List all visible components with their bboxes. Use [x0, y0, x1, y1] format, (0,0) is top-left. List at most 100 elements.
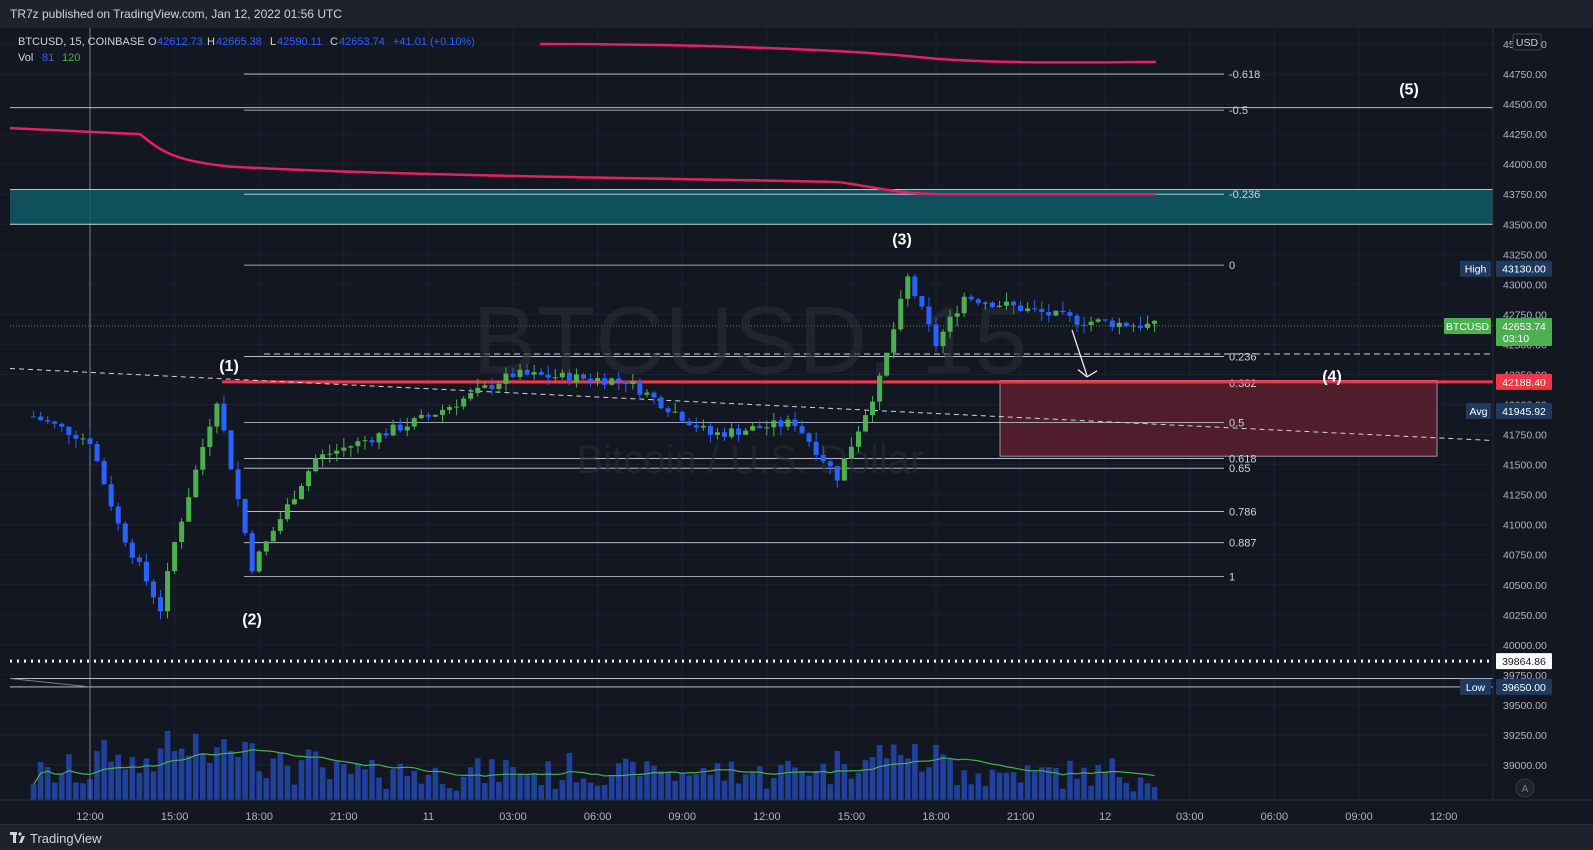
candle-body[interactable]: [1032, 308, 1038, 310]
candle-body[interactable]: [355, 441, 361, 447]
candle-body[interactable]: [1088, 321, 1094, 326]
candle-body[interactable]: [616, 378, 622, 381]
candle-body[interactable]: [947, 316, 953, 332]
candle-body[interactable]: [1102, 319, 1108, 321]
candle-body[interactable]: [348, 446, 354, 448]
candle-body[interactable]: [101, 461, 107, 485]
candle-body[interactable]: [834, 466, 840, 481]
candle-body[interactable]: [1095, 319, 1101, 322]
candle-body[interactable]: [270, 530, 276, 542]
candle-body[interactable]: [813, 441, 819, 455]
projection-arrow-line[interactable]: [1071, 329, 1088, 376]
candle-body[interactable]: [531, 372, 537, 375]
wave-label-w1[interactable]: (1): [219, 358, 239, 375]
candle-body[interactable]: [94, 444, 100, 462]
candle-body[interactable]: [242, 499, 248, 534]
candle-body[interactable]: [912, 276, 918, 297]
candle-body[interactable]: [299, 486, 304, 500]
candle-body[interactable]: [722, 432, 727, 437]
time-axis[interactable]: 12:00 15:00 18:00 21:00 11 03:00 06:00 09:00 12:…: [0, 799, 1593, 823]
candle-body[interactable]: [390, 424, 396, 436]
candle-body[interactable]: [277, 519, 283, 531]
candle-body[interactable]: [150, 581, 156, 598]
candle-body[interactable]: [73, 435, 79, 439]
candle-body[interactable]: [700, 425, 706, 428]
candle-body[interactable]: [376, 433, 382, 443]
candle-body[interactable]: [1018, 305, 1024, 312]
candle-body[interactable]: [707, 425, 713, 435]
wave-label-w4[interactable]: (4): [1322, 369, 1342, 386]
annotations[interactable]: (1) (2) (3) (4) (5): [219, 81, 1419, 628]
candle-body[interactable]: [1145, 323, 1150, 328]
candle-body[interactable]: [863, 415, 868, 432]
candle-body[interactable]: [122, 523, 128, 543]
candle-body[interactable]: [933, 324, 939, 347]
candle-body[interactable]: [496, 383, 502, 389]
candle-body[interactable]: [961, 296, 967, 314]
candle-body[interactable]: [573, 374, 579, 383]
candle-body[interactable]: [193, 469, 199, 498]
candle-body[interactable]: [686, 421, 692, 426]
candle-body[interactable]: [926, 306, 932, 325]
candle-body[interactable]: [503, 373, 509, 384]
candle-body[interactable]: [489, 385, 495, 389]
horizontal-lines[interactable]: [9, 107, 1494, 688]
candle-body[interactable]: [771, 420, 777, 428]
candle-body[interactable]: [221, 403, 227, 431]
candle-body[interactable]: [1060, 310, 1066, 313]
candle-body[interactable]: [1109, 320, 1115, 328]
candle-body[interactable]: [411, 418, 417, 427]
candle-body[interactable]: [404, 426, 410, 431]
candle-body[interactable]: [665, 408, 671, 413]
candle-body[interactable]: [207, 426, 213, 448]
candle-body[interactable]: [968, 296, 974, 300]
candle-body[interactable]: [609, 378, 615, 385]
candle-body[interactable]: [136, 557, 142, 562]
candle-body[interactable]: [1123, 322, 1129, 327]
candle-body[interactable]: [954, 313, 960, 317]
candle-body[interactable]: [108, 484, 114, 507]
candle-body[interactable]: [214, 403, 220, 427]
candle-body[interactable]: [510, 373, 516, 377]
candle-body[interactable]: [362, 440, 368, 442]
candle-body[interactable]: [877, 375, 883, 402]
candle-body[interactable]: [66, 426, 72, 436]
candle-body[interactable]: [602, 378, 608, 385]
candle-body[interactable]: [996, 305, 1002, 308]
candle-body[interactable]: [1039, 309, 1045, 313]
candle-body[interactable]: [418, 414, 424, 419]
candle-body[interactable]: [52, 421, 58, 424]
candle-body[interactable]: [334, 450, 340, 454]
candle-body[interactable]: [799, 426, 805, 434]
candle-body[interactable]: [447, 407, 453, 410]
candle-body[interactable]: [31, 416, 37, 418]
candle-body[interactable]: [975, 299, 981, 304]
candle-body[interactable]: [1152, 320, 1158, 324]
candle-body[interactable]: [320, 454, 326, 459]
candle-body[interactable]: [425, 414, 431, 417]
candle-body[interactable]: [566, 372, 572, 383]
candle-body[interactable]: [1074, 315, 1080, 325]
candle-body[interactable]: [743, 430, 749, 435]
candle-body[interactable]: [729, 428, 735, 437]
candle-body[interactable]: [806, 433, 812, 442]
candle-body[interactable]: [898, 298, 904, 330]
wave-label-w3[interactable]: (3): [892, 232, 912, 249]
candle-body[interactable]: [545, 374, 551, 378]
currency-button[interactable]: [1512, 33, 1542, 51]
candle-body[interactable]: [905, 276, 911, 299]
candle-body[interactable]: [559, 372, 565, 378]
candle-body[interactable]: [129, 542, 135, 558]
candle-body[interactable]: [855, 431, 861, 447]
candle-body[interactable]: [256, 551, 262, 572]
candle-body[interactable]: [165, 571, 171, 612]
candle-body[interactable]: [284, 504, 290, 520]
candle-body[interactable]: [475, 387, 481, 393]
candle-body[interactable]: [482, 385, 488, 388]
candle-body[interactable]: [143, 561, 149, 582]
candle-body[interactable]: [235, 469, 241, 500]
candle-body[interactable]: [552, 377, 558, 379]
candle-body[interactable]: [764, 427, 770, 429]
wave4-target-zone[interactable]: [999, 380, 1438, 457]
candle-body[interactable]: [228, 430, 234, 470]
